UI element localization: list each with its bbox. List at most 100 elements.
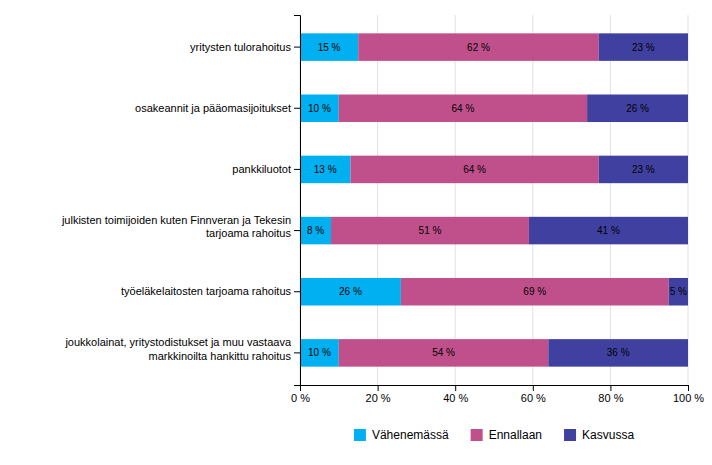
bar	[350, 156, 598, 184]
chart: 15 % 10 % 13 % 8 % 26 % 10 % 62 % 64 % 64 % 51 % 6…	[0, 0, 712, 465]
tick-mark	[294, 47, 300, 48]
tick-label: työeläkelaitosten tarjoama rahoitus	[121, 285, 291, 297]
bar	[339, 95, 587, 123]
bar	[669, 278, 688, 306]
legend-swatch	[354, 429, 366, 441]
tick: julkisten toimijoiden kuten Finnveran ja…	[61, 214, 300, 239]
bar	[401, 278, 669, 306]
data-label: 10 %	[308, 347, 331, 358]
legend-label: Ennallaan	[489, 428, 542, 442]
legend-label: Vähenemässä	[372, 428, 449, 442]
axis-line	[294, 16, 301, 386]
tick: yritysten tulorahoitus	[190, 41, 300, 53]
data-labels: 15 % 10 % 13 % 8 % 26 % 10 % 62 % 64 % 64 % 51 % 6…	[307, 42, 687, 359]
tick-label: 80 %	[598, 392, 623, 404]
axis-line	[301, 386, 689, 392]
series	[331, 33, 669, 366]
grid-line	[688, 15, 689, 385]
tick: joukkolainat, yritystodistukset ja muu v…	[64, 336, 300, 361]
bar	[529, 217, 688, 245]
legend-swatch	[471, 429, 483, 441]
tick: osakeannit ja pääomasijoitukset	[135, 102, 300, 114]
grid	[300, 15, 688, 385]
series	[300, 33, 401, 366]
tick-label-line: tarjoama rahoitus	[206, 227, 291, 239]
data-label: 26 %	[339, 286, 362, 297]
grid-line	[532, 15, 533, 385]
data-label: 10 %	[308, 103, 331, 114]
tick-mark	[378, 385, 379, 391]
data-label: 64 %	[452, 103, 475, 114]
tick-label: 0 %	[291, 392, 310, 404]
tick-label: julkisten toimijoiden kuten Finnveran ja…	[61, 214, 292, 239]
tick: työeläkelaitosten tarjoama rahoitus	[121, 285, 300, 297]
bar	[300, 217, 331, 245]
bar	[331, 217, 529, 245]
bar	[599, 156, 688, 184]
tick-mark	[294, 352, 300, 353]
data-label: 15 %	[318, 42, 341, 53]
tick-mark	[688, 385, 689, 391]
bar	[358, 33, 599, 61]
tick-label: joukkolainat, yritystodistukset ja muu v…	[64, 336, 291, 361]
legend-item: Kasvussa	[564, 428, 634, 442]
bar	[599, 33, 688, 61]
data-label: 64 %	[463, 164, 486, 175]
tick-mark	[533, 385, 534, 391]
bar	[300, 339, 339, 367]
tick-mark	[294, 169, 300, 170]
tick-label: 20 %	[366, 392, 391, 404]
tick-label-line: joukkolainat, yritystodistukset ja muu v…	[64, 336, 291, 348]
data-label: 54 %	[432, 347, 455, 358]
tick-label: pankkiluotot	[232, 163, 291, 175]
tick: pankkiluotot	[232, 163, 300, 175]
tick: 0 %	[291, 385, 310, 404]
tick-mark	[294, 291, 300, 292]
tick-label: 40 %	[443, 392, 468, 404]
legend-item: Vähenemässä	[354, 428, 449, 442]
data-label: 26 %	[626, 103, 649, 114]
tick: 60 %	[521, 385, 546, 404]
tick-label-line: julkisten toimijoiden kuten Finnveran ja…	[61, 214, 291, 226]
bar	[300, 95, 339, 123]
bar	[300, 156, 350, 184]
tick-mark	[294, 230, 300, 231]
data-label: 69 %	[523, 286, 546, 297]
bar	[339, 339, 549, 367]
grid-line	[610, 15, 611, 385]
bars	[300, 33, 688, 366]
tick-label: 60 %	[521, 392, 546, 404]
legend: Vähenemässä Ennallaan Kasvussa	[354, 428, 634, 442]
data-label: 51 %	[419, 225, 442, 236]
tick: 40 %	[443, 385, 468, 404]
tick-label-line: markkinoilta hankittu rahoitus	[149, 349, 292, 361]
legend-swatch	[564, 429, 576, 441]
data-label: 41 %	[597, 225, 620, 236]
grid-line	[455, 15, 456, 385]
data-label: 36 %	[607, 347, 630, 358]
tick-label: yritysten tulorahoitus	[190, 41, 291, 53]
data-label: 13 %	[314, 164, 337, 175]
plot: 15 % 10 % 13 % 8 % 26 % 10 % 62 % 64 % 64 % 51 % 6…	[61, 15, 704, 404]
data-label: 8 %	[307, 225, 324, 236]
bar	[548, 339, 688, 367]
bar	[300, 33, 358, 61]
y-axis: yritysten tulorahoitus osakeannit ja pääo…	[61, 16, 301, 386]
data-label: 62 %	[467, 42, 490, 53]
tick-mark	[455, 385, 456, 391]
data-label: 5 %	[670, 286, 687, 297]
legend-item: Ennallaan	[471, 428, 542, 442]
tick-mark	[610, 385, 611, 391]
legend-label: Kasvussa	[582, 428, 634, 442]
tick: 100 %	[673, 385, 704, 404]
tick: 80 %	[598, 385, 623, 404]
tick-label: osakeannit ja pääomasijoitukset	[135, 102, 291, 114]
data-label: 23 %	[632, 164, 655, 175]
tick-mark	[294, 108, 300, 109]
series	[529, 33, 688, 366]
tick: 20 %	[366, 385, 391, 404]
data-label: 23 %	[632, 42, 655, 53]
x-axis: 0 % 20 % 40 % 60 % 80 % 100 %	[291, 385, 704, 404]
tick-label: 100 %	[673, 392, 704, 404]
grid-line	[377, 15, 378, 385]
